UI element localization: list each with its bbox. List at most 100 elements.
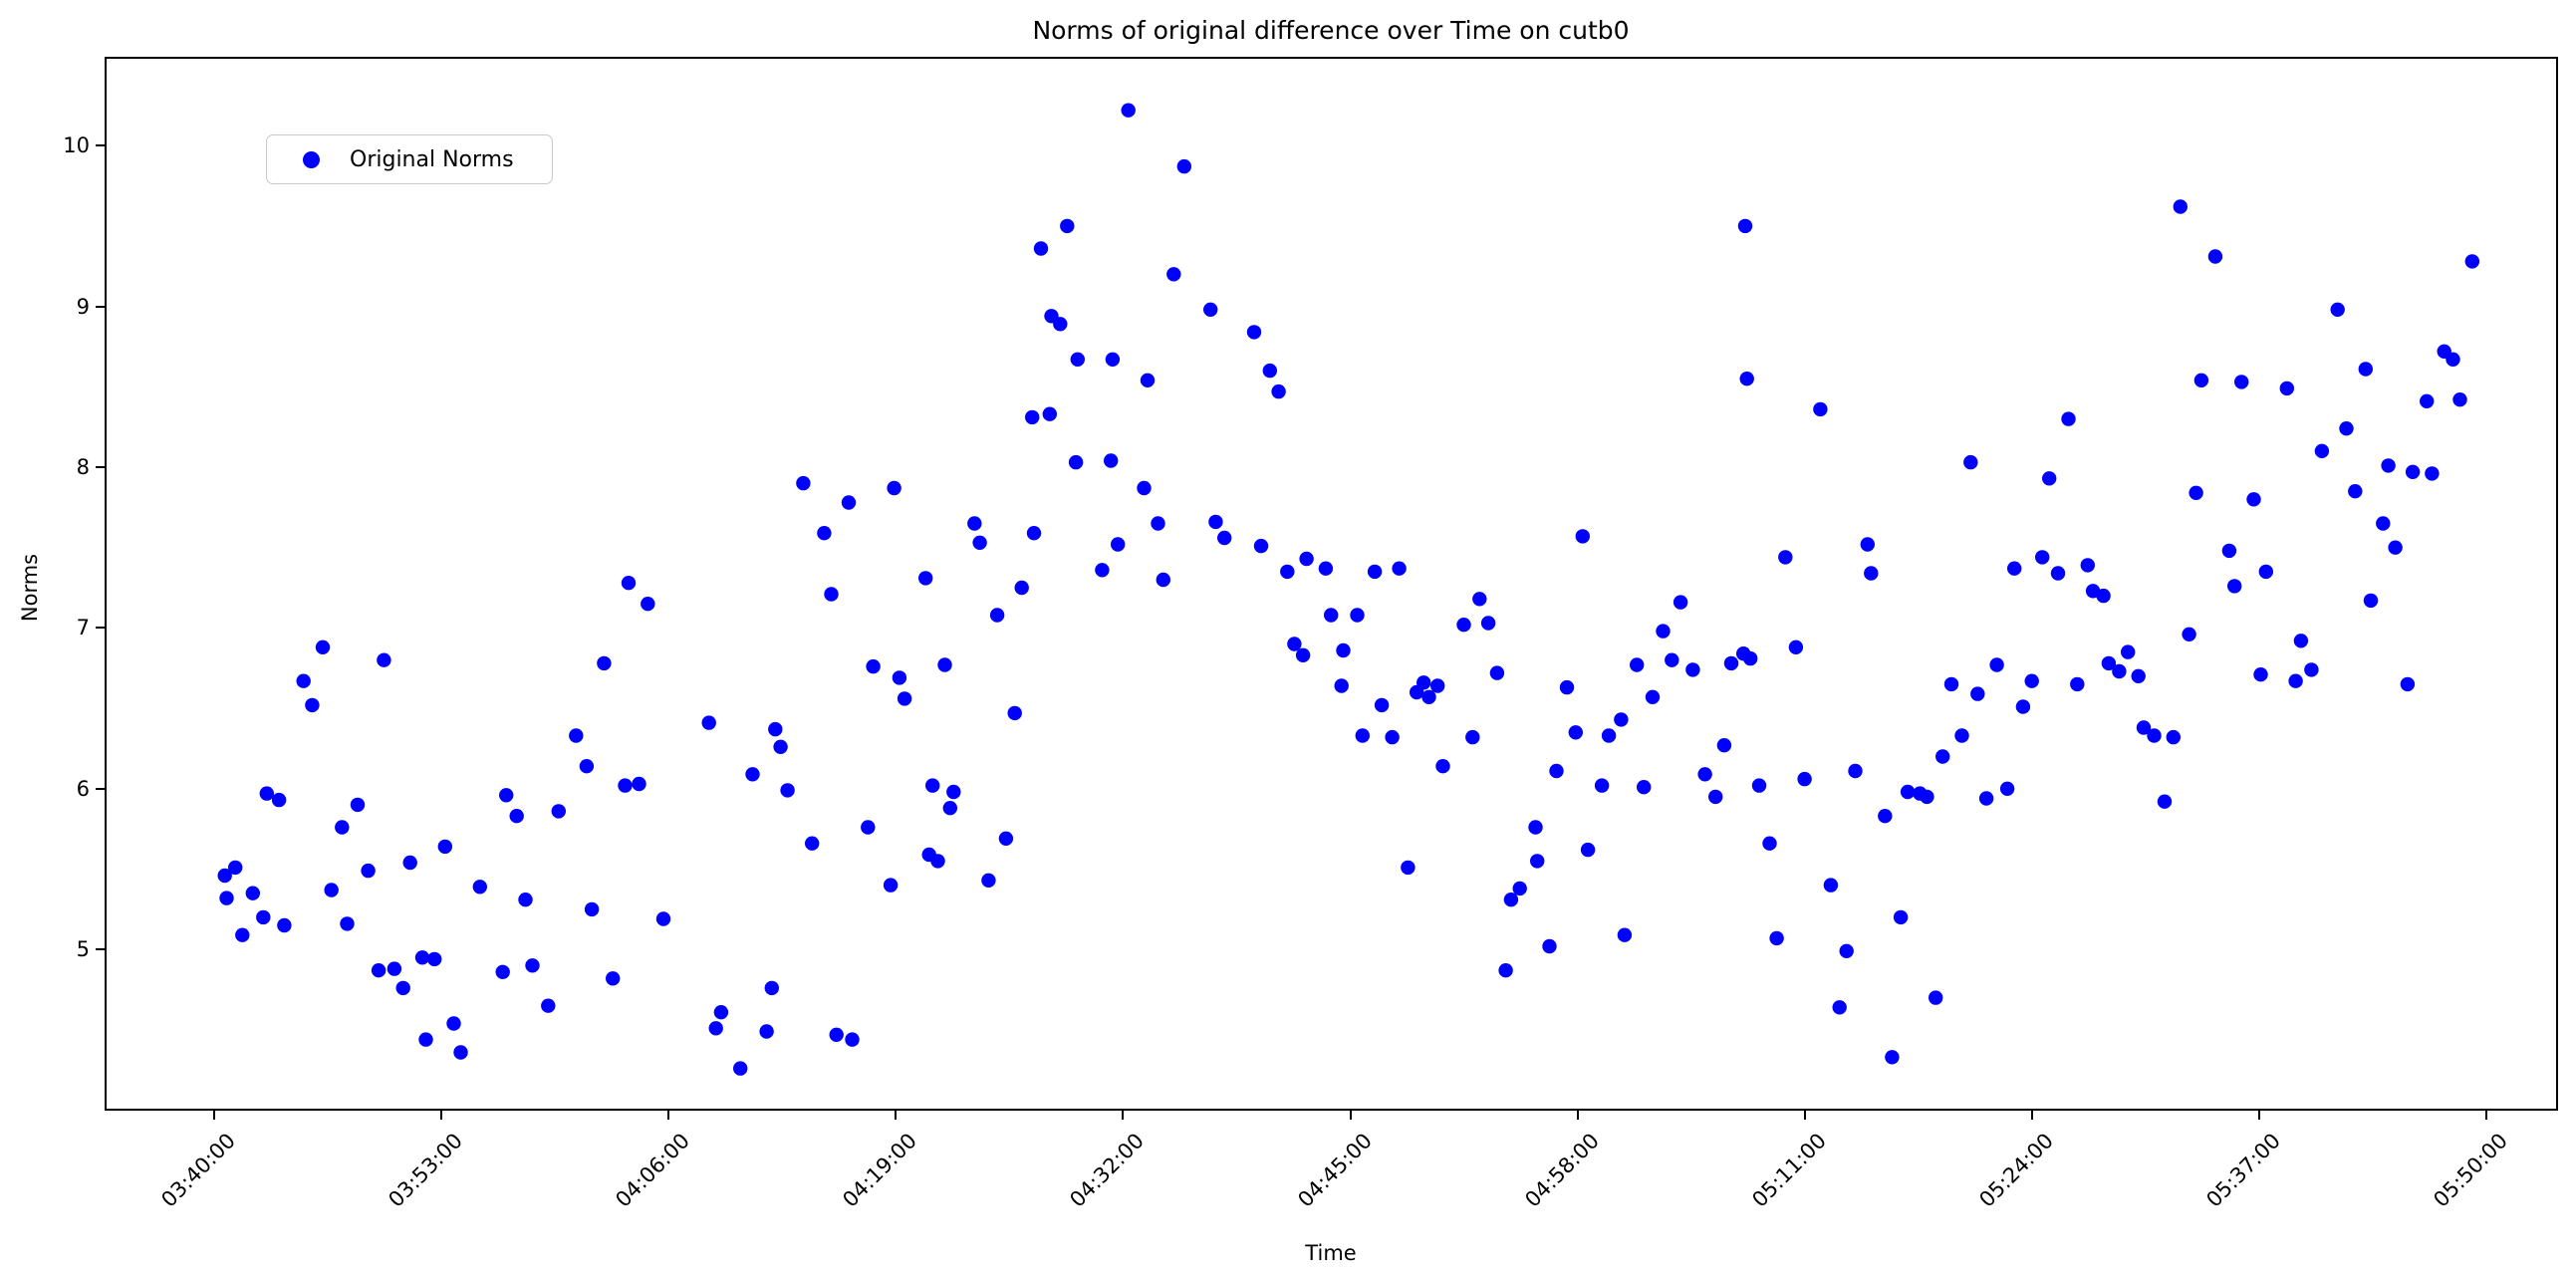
- data-point: [2136, 720, 2152, 735]
- y-tick-mark: [96, 948, 105, 951]
- y-tick-label: 8: [76, 454, 90, 479]
- data-point: [315, 640, 331, 654]
- data-point: [427, 951, 442, 967]
- data-point: [2070, 676, 2085, 692]
- data-point: [1594, 778, 1610, 793]
- data-point: [256, 909, 271, 925]
- data-point: [402, 855, 417, 871]
- data-point: [1929, 990, 1943, 1005]
- data-point: [2358, 362, 2373, 377]
- data-point: [1708, 789, 1723, 805]
- data-point: [759, 1024, 774, 1039]
- data-point: [2112, 663, 2127, 679]
- data-point: [1685, 662, 1700, 677]
- y-tick-mark: [96, 627, 105, 630]
- data-point: [1355, 728, 1371, 743]
- data-point: [866, 658, 881, 674]
- data-point: [1253, 538, 1269, 554]
- data-point: [1472, 592, 1487, 607]
- data-point: [579, 759, 595, 774]
- data-point: [2147, 728, 2162, 743]
- y-tick-mark: [96, 305, 105, 308]
- data-point: [541, 998, 556, 1013]
- data-point: [1778, 550, 1793, 565]
- data-point: [2388, 540, 2403, 555]
- x-tick-label: 03:40:00: [156, 1129, 241, 1212]
- data-point: [2288, 673, 2303, 688]
- data-point: [937, 657, 952, 672]
- data-point: [324, 883, 339, 897]
- data-point: [361, 863, 376, 879]
- data-point: [597, 655, 612, 671]
- data-point: [296, 673, 311, 688]
- data-point: [2042, 471, 2057, 486]
- data-point: [1970, 686, 1985, 701]
- data-point: [219, 891, 234, 905]
- data-point: [1025, 409, 1040, 425]
- data-point: [1893, 909, 1909, 925]
- data-point: [446, 1016, 461, 1031]
- data-point: [259, 786, 274, 801]
- data-point: [1318, 561, 1334, 576]
- data-point: [883, 878, 899, 893]
- data-point: [1743, 650, 1758, 666]
- data-point: [829, 1027, 844, 1042]
- data-point: [1430, 678, 1445, 693]
- data-point: [1503, 893, 1519, 907]
- data-point: [2425, 466, 2440, 481]
- data-point: [1885, 1050, 1900, 1065]
- data-point: [1111, 537, 1126, 552]
- data-point: [1601, 728, 1617, 743]
- data-point: [892, 670, 907, 685]
- x-tick-label: 04:32:00: [1065, 1129, 1150, 1212]
- x-axis-title: Time: [1305, 1241, 1357, 1265]
- data-point: [1723, 655, 1739, 671]
- data-point: [1528, 820, 1543, 835]
- data-point: [1614, 712, 1629, 727]
- data-point: [2246, 492, 2261, 507]
- data-point: [1575, 529, 1591, 544]
- data-point: [2330, 302, 2345, 317]
- data-point: [2314, 443, 2330, 458]
- data-point: [1140, 373, 1156, 387]
- data-point: [713, 1005, 729, 1020]
- data-point: [2121, 644, 2136, 659]
- data-point: [1864, 566, 1879, 581]
- data-point: [518, 893, 533, 907]
- data-point: [2279, 381, 2294, 396]
- data-point: [1617, 927, 1633, 942]
- data-point: [925, 778, 940, 793]
- data-point: [1417, 675, 1431, 690]
- data-point: [1033, 241, 1049, 256]
- data-point: [1656, 624, 1671, 639]
- data-point: [708, 1021, 723, 1036]
- data-point: [2096, 588, 2111, 604]
- data-point: [2400, 676, 2416, 692]
- data-point: [2446, 352, 2460, 367]
- data-point: [2189, 485, 2203, 500]
- data-point: [2464, 254, 2479, 269]
- data-point: [499, 788, 514, 803]
- data-point: [1203, 302, 1218, 317]
- data-point: [1999, 781, 2015, 796]
- data-point: [1105, 352, 1121, 367]
- data-point: [1920, 789, 1934, 805]
- data-point: [245, 886, 260, 900]
- data-point: [2348, 484, 2363, 499]
- data-point: [1954, 728, 1969, 743]
- data-point: [1900, 784, 1916, 800]
- data-point: [897, 691, 912, 706]
- data-point: [2221, 543, 2237, 559]
- data-point: [632, 776, 646, 792]
- data-point: [805, 836, 820, 851]
- x-tick-label: 04:58:00: [1519, 1129, 1604, 1212]
- y-tick-label: 7: [76, 616, 90, 640]
- data-point: [1104, 453, 1119, 468]
- data-point: [768, 721, 783, 737]
- data-point: [2207, 249, 2223, 264]
- legend: Original Norms: [266, 134, 553, 184]
- data-point: [824, 587, 839, 602]
- data-point: [1287, 637, 1302, 651]
- data-point: [845, 1032, 860, 1047]
